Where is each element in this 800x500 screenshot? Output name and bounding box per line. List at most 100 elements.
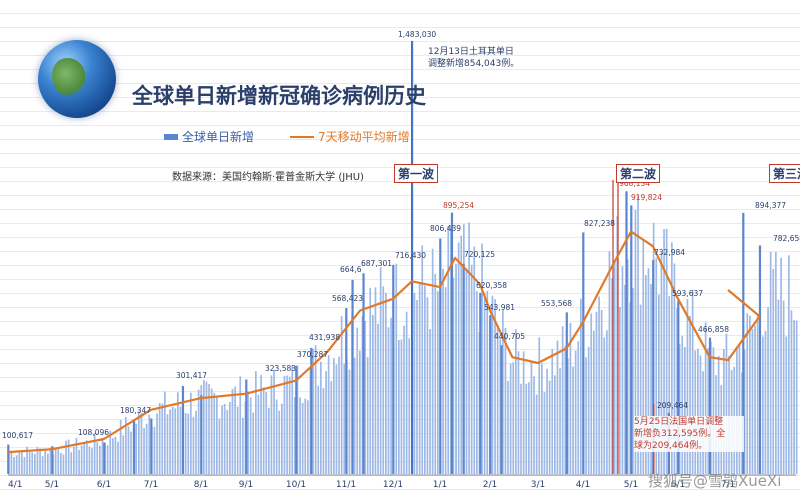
daily-bar [390, 317, 392, 474]
daily-bar [164, 391, 166, 474]
daily-bar [400, 339, 403, 474]
daily-bar [470, 264, 473, 474]
daily-bar [764, 330, 767, 474]
daily-bar [359, 350, 361, 474]
daily-bar [242, 417, 244, 474]
daily-bar [437, 291, 439, 474]
daily-bar [283, 375, 286, 474]
daily-bar [140, 412, 143, 474]
daily-bar [431, 248, 434, 474]
daily-bar [434, 273, 437, 474]
daily-bar [717, 355, 720, 474]
daily-bar [426, 297, 429, 474]
daily-bar [577, 341, 580, 474]
daily-bar [169, 409, 171, 474]
daily-bar [647, 268, 650, 474]
daily-bar [265, 392, 268, 474]
daily-bar [494, 299, 496, 474]
legend-line-swatch [290, 135, 314, 138]
daily-bar [190, 392, 192, 474]
daily-bar [62, 454, 65, 474]
peak-bar [462, 263, 465, 474]
daily-bar [587, 346, 590, 474]
daily-bar [106, 445, 109, 474]
peak-bar [630, 205, 633, 475]
daily-bar [353, 357, 356, 474]
daily-bar [23, 456, 26, 474]
data-label: 553,568 [541, 299, 572, 308]
daily-bar [736, 348, 738, 474]
daily-bar [221, 405, 223, 474]
daily-bar [161, 403, 164, 474]
daily-bar [177, 392, 179, 474]
data-label: 782,658 [773, 234, 800, 243]
peak-bar [51, 446, 54, 474]
daily-bar [70, 452, 73, 474]
data-label: 593,637 [672, 289, 703, 298]
legend-bars: 全球单日新增 [164, 128, 254, 145]
daily-bar [171, 406, 174, 474]
daily-bar [712, 347, 715, 474]
daily-bar [686, 299, 689, 474]
data-label: 968,134 [619, 179, 650, 188]
daily-bar [606, 330, 608, 474]
data-source: 数据来源：美国约翰斯·霍普金斯大学 (JHU) [172, 172, 364, 183]
daily-bar [36, 447, 39, 474]
peak-bar [181, 385, 185, 474]
daily-bar [546, 368, 548, 474]
daily-bar [541, 363, 543, 474]
daily-bar [507, 381, 509, 474]
daily-bar [424, 285, 426, 474]
daily-bar [624, 284, 626, 474]
daily-bar [769, 251, 772, 474]
daily-bar [554, 375, 556, 474]
daily-bar [13, 457, 15, 474]
peak-bar [565, 312, 568, 474]
daily-bar [668, 296, 671, 474]
daily-bar [465, 269, 468, 474]
daily-bar [31, 452, 34, 474]
x-tick-label: 12/1 [383, 480, 403, 490]
daily-bar [34, 453, 36, 474]
daily-bar [387, 327, 390, 474]
daily-bar [447, 226, 450, 474]
data-label: 440,705 [494, 332, 525, 341]
daily-bar [322, 388, 325, 474]
daily-bar [338, 356, 340, 474]
daily-bar [593, 330, 595, 474]
x-tick-label: 6/1 [97, 480, 111, 490]
daily-bar [234, 386, 236, 474]
data-label: 894,377 [755, 201, 786, 210]
daily-bar [725, 333, 728, 474]
daily-bar [78, 449, 80, 474]
daily-bar [793, 320, 795, 474]
daily-bar [145, 423, 148, 474]
daily-bar [509, 363, 512, 474]
annotation-turkey-line1: 12月13日土耳其单日 [428, 47, 514, 57]
daily-bar [296, 365, 299, 474]
daily-bar [723, 349, 725, 474]
daily-bar [413, 292, 416, 474]
daily-bar [314, 345, 317, 474]
daily-bar [60, 452, 62, 474]
daily-bar [559, 368, 561, 474]
peak-bar [625, 191, 628, 474]
daily-bar [26, 446, 28, 474]
daily-bar [395, 263, 398, 474]
daily-bar [619, 306, 621, 474]
annotation-france: 5月25日法国单日调整 新增负312,595例。全 球为209,464例。 [634, 416, 744, 452]
data-label: 895,254 [443, 201, 474, 210]
daily-bar [676, 308, 678, 474]
data-label: 108,096 [78, 428, 109, 437]
x-tick-label: 7/1 [721, 480, 735, 490]
daily-bar [260, 374, 262, 474]
annotation-france-line3: 球为209,464例。 [634, 441, 708, 451]
daily-bar [86, 440, 88, 474]
daily-bar [452, 277, 455, 474]
daily-bar [127, 426, 130, 474]
daily-bar [634, 209, 637, 474]
daily-bar [320, 361, 322, 474]
daily-bar [291, 365, 294, 474]
daily-bar [135, 423, 138, 474]
peak-bar [245, 379, 248, 474]
